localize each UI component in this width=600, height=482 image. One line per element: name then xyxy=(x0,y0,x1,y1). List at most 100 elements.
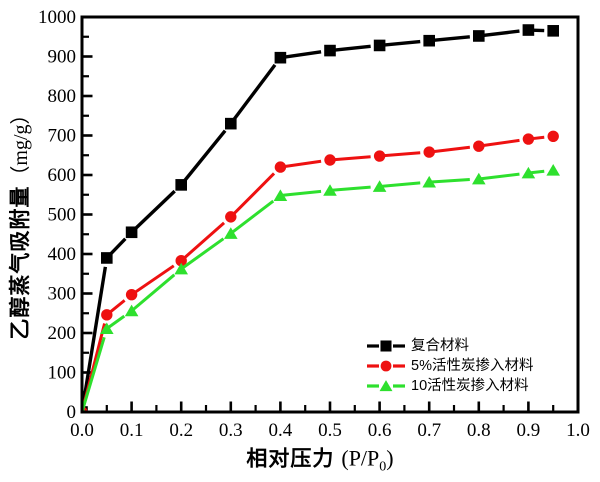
marker-triangle xyxy=(472,172,486,185)
marker-square xyxy=(101,252,113,264)
series-line-segment xyxy=(180,232,232,271)
x-tick-label: 0.3 xyxy=(219,420,243,441)
marker-circle xyxy=(324,154,336,166)
series-line-segment xyxy=(83,328,109,411)
marker-circle xyxy=(423,146,435,158)
marker-square xyxy=(175,179,187,191)
marker-triangle xyxy=(422,175,436,188)
series-line-segment xyxy=(478,137,529,148)
marker-square xyxy=(274,51,287,64)
marker-circle xyxy=(473,140,485,152)
legend-label: 复合材料 xyxy=(411,337,469,354)
marker-circle xyxy=(225,211,237,223)
x-tick-label: 0.2 xyxy=(169,420,193,441)
series-line-segment xyxy=(329,43,380,53)
series-line-segment xyxy=(105,309,133,330)
marker-square xyxy=(324,44,336,57)
legend-item-10pct-carbon: 10活性炭掺入材料 xyxy=(367,376,533,396)
series-line-segment xyxy=(130,259,183,296)
legend-label: 10活性炭掺入材料 xyxy=(411,377,529,394)
series-group xyxy=(83,24,560,411)
series-line-segment xyxy=(280,48,331,60)
legend: 复合材料 5%活性炭掺入材料 10活性炭掺入材料 xyxy=(367,336,533,396)
series-line-segment xyxy=(280,188,331,198)
x-tick-label: 0.6 xyxy=(368,420,392,441)
x-tick-label: 0.8 xyxy=(467,420,491,441)
series-line-segment xyxy=(478,171,529,181)
marker-square xyxy=(225,117,237,130)
legend-sample-triangle xyxy=(367,378,405,394)
y-tick-label: 700 xyxy=(48,126,77,147)
marker-circle xyxy=(522,133,535,145)
series-line-segment xyxy=(429,177,479,184)
marker-square xyxy=(522,24,535,36)
series-triangle xyxy=(83,164,560,411)
series-line-segment xyxy=(379,180,430,188)
marker-square xyxy=(473,30,485,42)
x-axis-label-subscript: 0 xyxy=(379,459,387,475)
series-line-segment xyxy=(83,257,109,411)
legend-label: 5%活性炭掺入材料 xyxy=(411,357,534,374)
y-tick-label: 600 xyxy=(48,165,77,186)
series-line-segment xyxy=(379,150,430,158)
marker-triangle xyxy=(323,184,337,196)
y-tick-label: 300 xyxy=(48,284,77,305)
series-line-segment xyxy=(329,184,380,192)
series-line-segment xyxy=(180,215,232,262)
series-line-segment xyxy=(130,183,183,234)
x-tick-label: 0.7 xyxy=(417,420,441,441)
series-line-segment xyxy=(179,122,233,186)
marker-triangle xyxy=(379,380,393,392)
series-square xyxy=(83,24,559,411)
marker-square xyxy=(547,25,559,37)
y-axis-label-unit: （mg/g） xyxy=(10,104,32,186)
y-tick-label: 100 xyxy=(48,363,77,384)
marker-triangle xyxy=(100,322,114,335)
legend-sample-square xyxy=(367,338,405,354)
marker-triangle xyxy=(546,164,560,176)
series-line-segment xyxy=(429,34,479,43)
y-axis-label-cn: 乙醇蒸气吸附量 xyxy=(9,185,32,340)
plot-frame xyxy=(80,15,580,414)
x-tick-label: 0.9 xyxy=(517,420,541,441)
legend-item-5pct-carbon: 5%活性炭掺入材料 xyxy=(367,356,533,376)
x-tick-label: 0.4 xyxy=(269,420,293,441)
y-tick-label: 200 xyxy=(48,323,77,344)
series-line-segment xyxy=(329,154,380,162)
series-line-segment xyxy=(130,267,183,313)
series-line-segment xyxy=(429,144,479,154)
marker-circle xyxy=(175,255,187,267)
marker-triangle xyxy=(124,304,139,317)
series-line-segment xyxy=(229,166,282,218)
series-line-segment xyxy=(528,168,554,175)
series-line-segment xyxy=(229,56,282,125)
marker-square xyxy=(380,340,392,352)
marker-triangle xyxy=(174,262,188,275)
series-line-segment xyxy=(379,39,430,48)
series-line-segment xyxy=(478,28,529,38)
series-line-segment xyxy=(229,194,282,235)
marker-triangle xyxy=(83,408,85,411)
marker-circle xyxy=(373,150,386,162)
marker-triangle xyxy=(372,180,387,192)
y-tick-label: 0 xyxy=(67,402,77,423)
marker-circle xyxy=(101,309,113,321)
marker-triangle xyxy=(224,227,238,239)
y-tick-label: 900 xyxy=(48,47,77,68)
y-tick-label: 800 xyxy=(48,86,77,107)
series-line-segment xyxy=(280,158,331,169)
y-axis-label: 乙醇蒸气吸附量（mg/g） xyxy=(4,104,34,339)
x-axis-label-latin: (P/P0) xyxy=(341,445,394,475)
marker-circle xyxy=(380,360,392,372)
marker-triangle xyxy=(521,166,536,179)
x-tick-label: 0.5 xyxy=(318,420,342,441)
marker-circle xyxy=(125,288,138,301)
x-tick-label: 1.0 xyxy=(566,420,590,441)
legend-item-composite: 复合材料 xyxy=(367,336,533,356)
marker-square xyxy=(423,34,435,47)
x-axis-label: 相对压力 (P/P0) xyxy=(246,442,393,475)
x-tick-label: 0.0 xyxy=(70,420,94,441)
marker-square xyxy=(125,226,138,239)
